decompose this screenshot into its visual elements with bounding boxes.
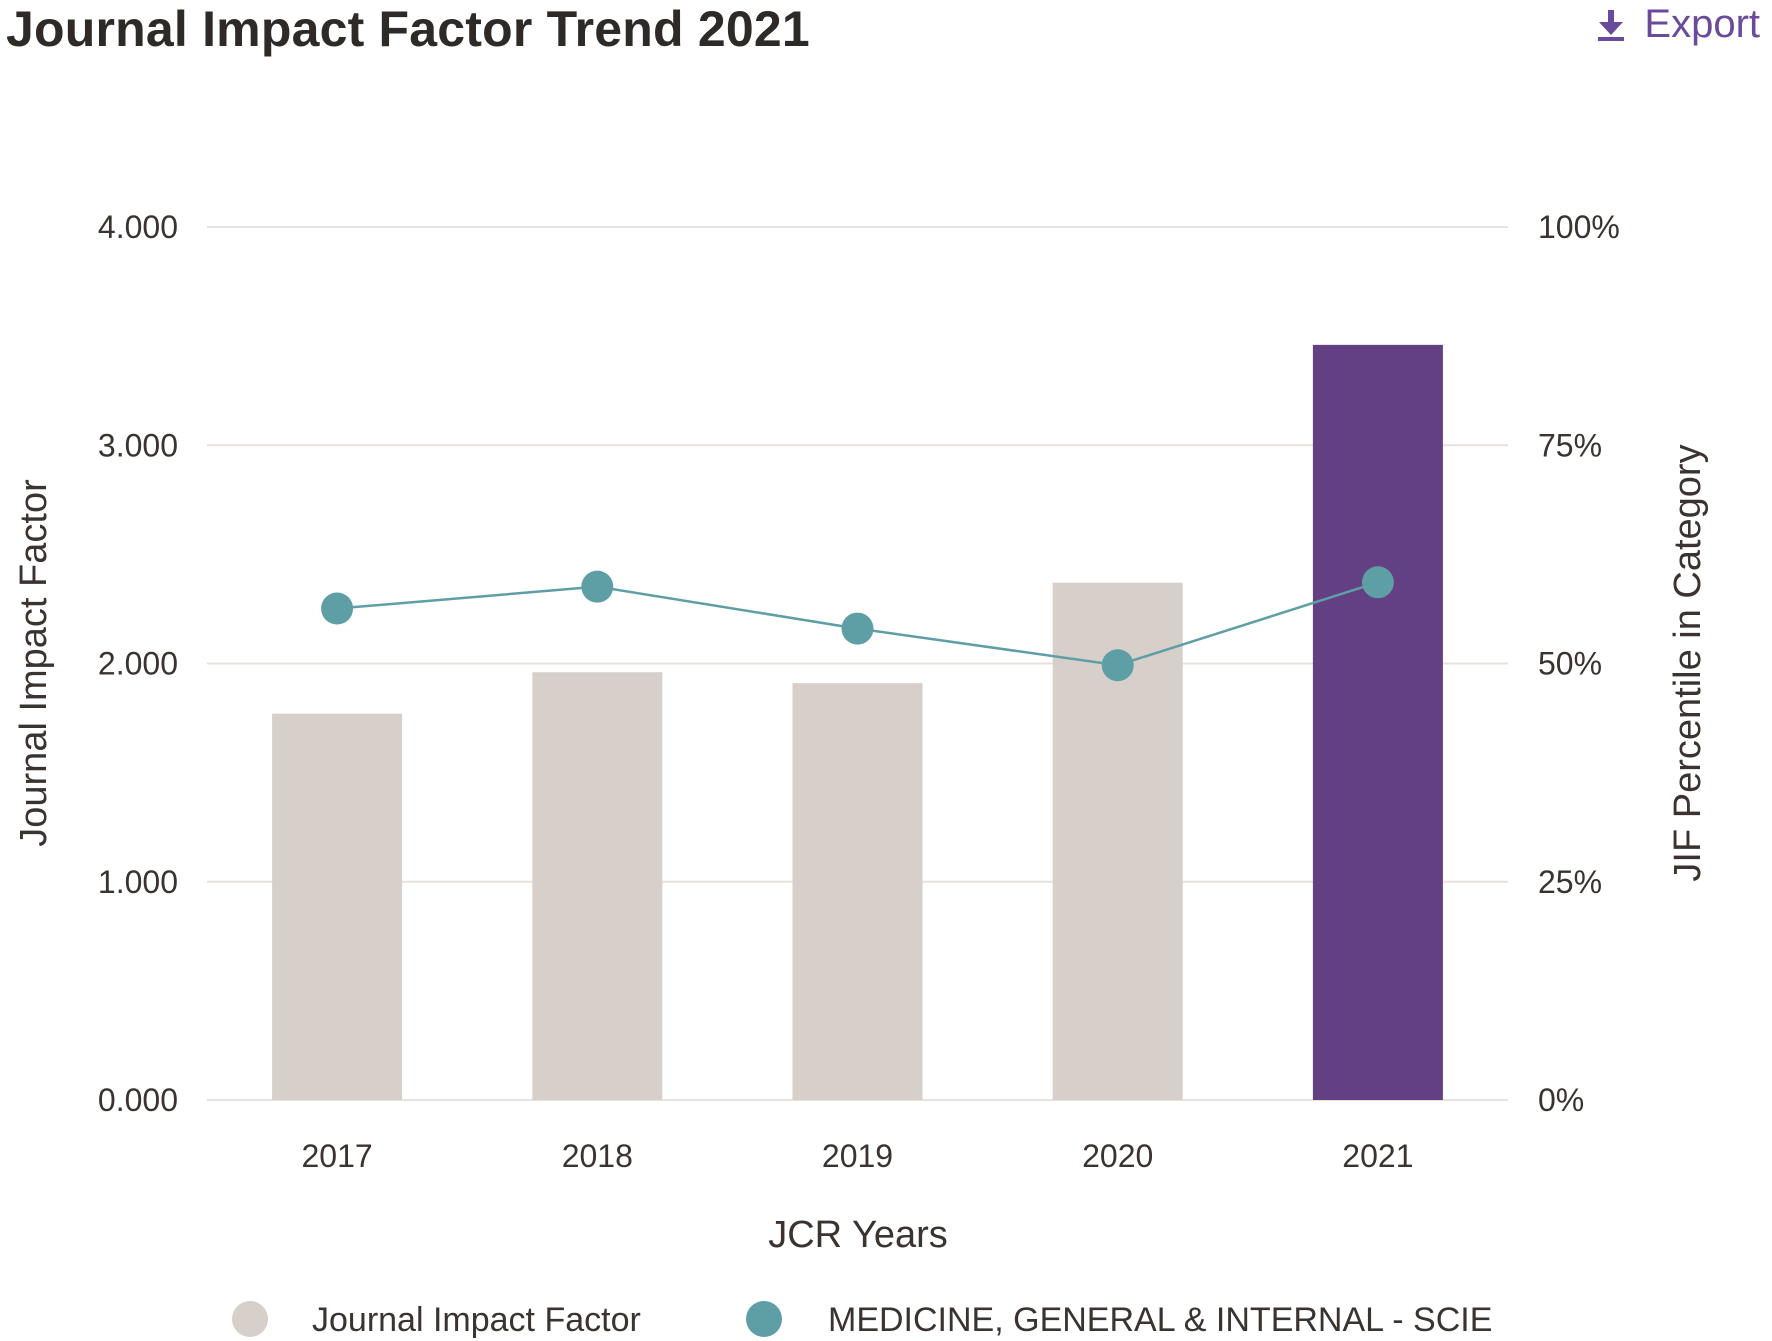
- y2-axis-title: JIF Percentile in Category: [1667, 444, 1709, 881]
- legend-marker: [746, 1301, 782, 1337]
- y-tick-label: 4.000: [98, 209, 178, 245]
- point-2020[interactable]: [1101, 649, 1134, 682]
- point-2018[interactable]: [581, 570, 614, 603]
- bar-2017[interactable]: [272, 713, 403, 1100]
- bar-2021[interactable]: [1312, 344, 1443, 1101]
- x-axis-title: JCR Years: [768, 1214, 948, 1256]
- gridlines: [207, 226, 1508, 1101]
- x-tick-label: 2020: [1082, 1138, 1153, 1174]
- export-button[interactable]: Export: [1596, 2, 1760, 47]
- y-tick-label: 3.000: [98, 427, 178, 463]
- point-2017[interactable]: [321, 592, 354, 625]
- export-label: Export: [1644, 2, 1760, 46]
- left-axis-ticks: 0.000 1.000 2.000 3.000 4.000: [98, 209, 178, 1118]
- bar-2019[interactable]: [792, 683, 923, 1100]
- line-series: [321, 566, 1394, 682]
- legend-label: Journal Impact Factor: [312, 1301, 641, 1339]
- y2-tick-label: 50%: [1538, 646, 1602, 682]
- legend: Journal Impact Factor MEDICINE, GENERAL …: [232, 1301, 1492, 1339]
- right-axis-ticks: 0% 25% 50% 75% 100%: [1538, 209, 1620, 1118]
- x-axis-ticks: 2017 2018 2019 2020 2021: [302, 1138, 1414, 1174]
- legend-item-impact-factor[interactable]: Journal Impact Factor: [232, 1301, 641, 1339]
- point-2021[interactable]: [1361, 566, 1394, 599]
- point-2019[interactable]: [841, 612, 874, 645]
- page-title: Journal Impact Factor Trend 2021: [6, 1, 810, 57]
- download-icon: [1596, 8, 1626, 42]
- bar-2018[interactable]: [532, 672, 663, 1100]
- y-tick-label: 1.000: [98, 864, 178, 900]
- y-tick-label: 2.000: [98, 646, 178, 682]
- y2-tick-label: 100%: [1538, 209, 1620, 245]
- legend-item-category-percentile[interactable]: MEDICINE, GENERAL & INTERNAL - SCIE: [746, 1301, 1492, 1339]
- y-axis-title: Journal Impact Factor: [13, 479, 55, 847]
- x-tick-label: 2018: [562, 1138, 633, 1174]
- y2-tick-label: 0%: [1538, 1082, 1584, 1118]
- x-tick-label: 2019: [822, 1138, 893, 1174]
- y-tick-label: 0.000: [98, 1082, 178, 1118]
- y2-tick-label: 75%: [1538, 427, 1602, 463]
- legend-marker: [232, 1301, 268, 1337]
- y2-tick-label: 25%: [1538, 864, 1602, 900]
- x-tick-label: 2017: [302, 1138, 373, 1174]
- x-tick-label: 2021: [1342, 1138, 1413, 1174]
- legend-label: MEDICINE, GENERAL & INTERNAL - SCIE: [828, 1301, 1492, 1339]
- bar-series: [272, 344, 1443, 1101]
